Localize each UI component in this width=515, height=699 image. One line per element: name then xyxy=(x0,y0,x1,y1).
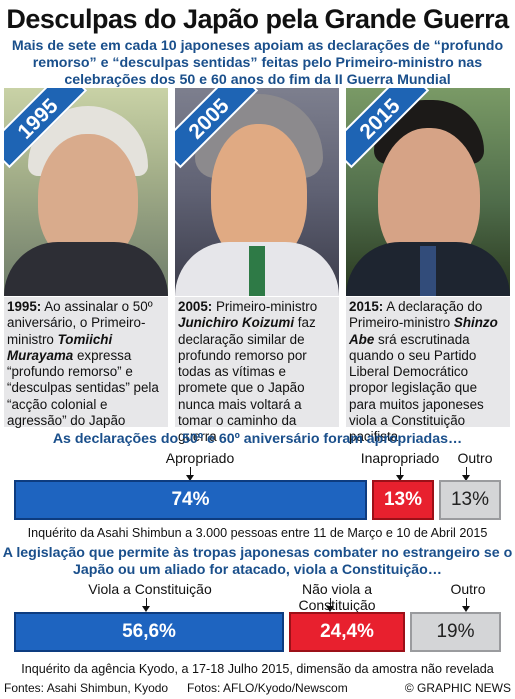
poll2-label-other: Outro xyxy=(450,581,486,597)
footer: Fontes: Asahi Shimbun, Kyodo Fotos: AFLO… xyxy=(4,681,511,697)
caption-year: 1995: xyxy=(7,299,42,314)
caption-1995: 1995: Ao assinalar o 50º aniversário, o … xyxy=(4,297,168,429)
poll1-label-inappropriate: Inapropriado xyxy=(360,450,440,466)
portrait-face xyxy=(211,124,307,264)
poll1-question: As declarações do 50º e 60º aniversário … xyxy=(52,431,463,447)
footer-photos: Fotos: AFLO/Kyodo/Newscom xyxy=(187,681,348,695)
pm-name: Tomiichi Murayama xyxy=(7,331,113,363)
caption-text: expressa “profundo remorso” e “desculpas… xyxy=(7,347,159,429)
arrow-down-icon xyxy=(396,467,404,481)
footer-sources: Fontes: Asahi Shimbun, Kyodo xyxy=(4,681,169,695)
poll1-source: Inquérito da Asahi Shimbun a 3.000 pesso… xyxy=(27,526,488,540)
page-title: Desculpas do Japão pela Grande Guerra xyxy=(6,4,509,34)
caption-text: A declaração do Primeiro-ministro xyxy=(349,299,483,331)
caption-text: Primeiro-ministro xyxy=(212,299,318,314)
poll1-label-appropriate: Apropriado xyxy=(165,450,235,466)
pm-name: Junichiro Koizumi xyxy=(178,315,295,331)
photo-panel-1995: 1995 xyxy=(4,88,168,296)
caption-2015: 2015: A declaração do Primeiro-ministro … xyxy=(346,297,510,444)
caption-2005: 2005: Primeiro-ministro Junichiro Koizum… xyxy=(175,297,339,444)
arrow-down-icon xyxy=(462,467,470,481)
poll2-bar-not-violates: 24,4% xyxy=(289,612,405,652)
portrait-tie xyxy=(249,246,265,296)
arrow-down-icon xyxy=(462,598,470,612)
poll1-label-other: Outro xyxy=(457,450,493,466)
poll2-question: A legislação que permite às tropas japon… xyxy=(2,545,513,578)
caption-text: Ao assinalar o 50º aniversário, o Primei… xyxy=(7,299,153,347)
photo-panel-2005: 2005 xyxy=(175,88,339,296)
poll2-bar-violates: 56,6% xyxy=(14,612,284,652)
poll2-source: Inquérito da agência Kyodo, a 17-18 Julh… xyxy=(21,662,494,676)
page-subtitle: Mais de sete em cada 10 japoneses apoiam… xyxy=(11,38,504,88)
poll2-bar-other: 19% xyxy=(410,612,501,652)
portrait-tie xyxy=(420,246,436,296)
arrow-down-icon xyxy=(142,598,150,612)
poll2-label-not-violates: Não viola a Constituição xyxy=(298,581,376,613)
caption-text: faz declaração similar de profundo remor… xyxy=(178,315,316,445)
caption-year: 2005: xyxy=(178,299,213,314)
caption-year: 2015: xyxy=(349,299,384,314)
poll1-bar-other: 13% xyxy=(439,480,501,520)
caption-text: srá escrutinada quando o seu Partido Lib… xyxy=(349,331,484,445)
pm-name: Shinzo Abe xyxy=(349,315,498,347)
portrait-body xyxy=(4,242,168,296)
photo-panel-2015: 2015 xyxy=(346,88,510,296)
arrow-down-icon xyxy=(186,467,194,481)
poll1-bar-appropriate: 74% xyxy=(14,480,367,520)
poll2-label-violates: Viola a Constituição xyxy=(88,581,212,597)
poll1-bar-inappropriate: 13% xyxy=(372,480,434,520)
arrow-down-icon xyxy=(326,598,334,612)
footer-credit: © GRAPHIC NEWS xyxy=(404,681,511,695)
